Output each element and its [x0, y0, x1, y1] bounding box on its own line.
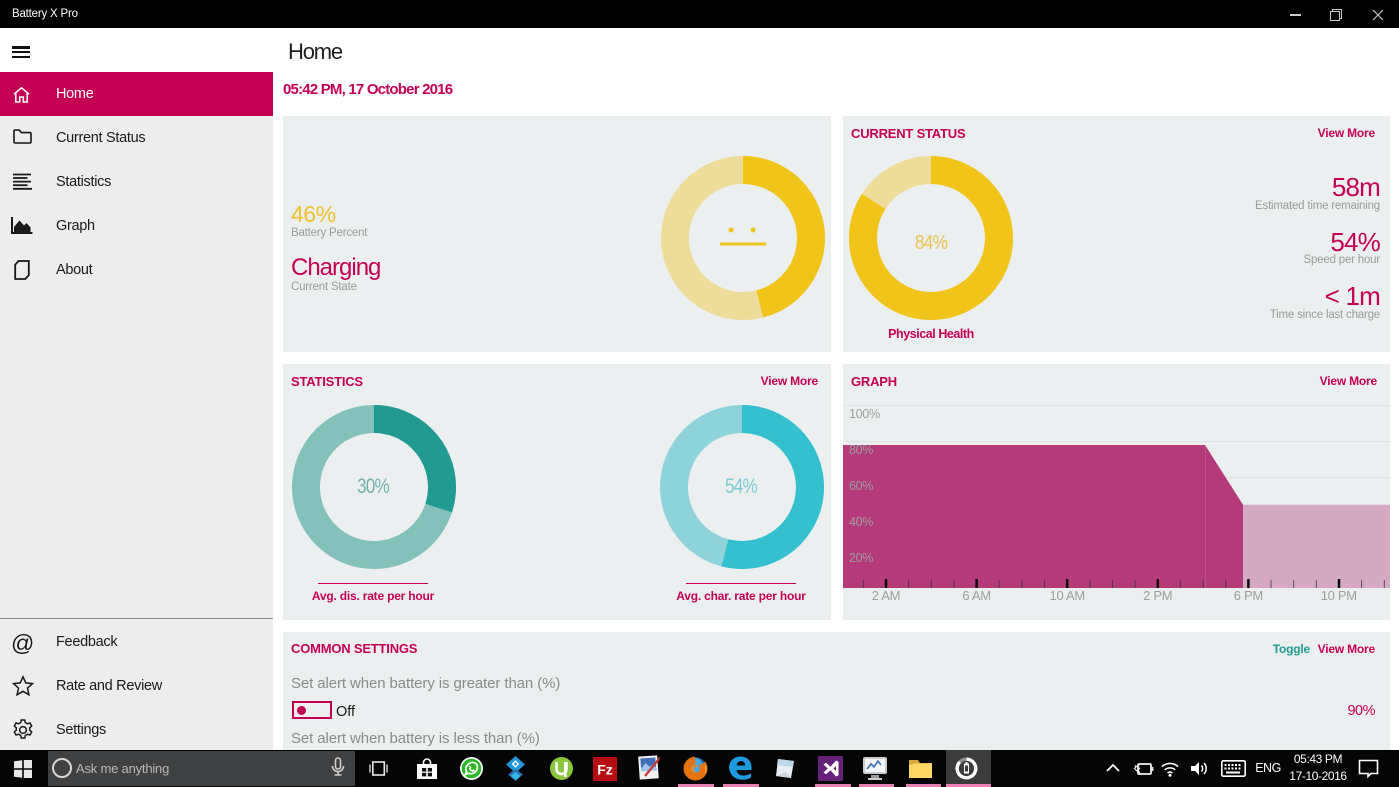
svg-text:10 AM: 10 AM [1050, 588, 1085, 603]
svg-text:2 PM: 2 PM [1143, 588, 1172, 603]
svg-text:Fz: Fz [597, 762, 613, 778]
svg-text:80%: 80% [849, 443, 873, 457]
svg-text:40%: 40% [849, 515, 873, 529]
svg-text:100%: 100% [849, 407, 880, 421]
svg-text:6 PM: 6 PM [1234, 588, 1263, 603]
svg-text:6 AM: 6 AM [962, 588, 990, 603]
svg-text:20%: 20% [849, 551, 873, 565]
svg-text:2 AM: 2 AM [872, 588, 900, 603]
svg-text:10 PM: 10 PM [1321, 588, 1357, 603]
svg-text:60%: 60% [849, 479, 873, 493]
